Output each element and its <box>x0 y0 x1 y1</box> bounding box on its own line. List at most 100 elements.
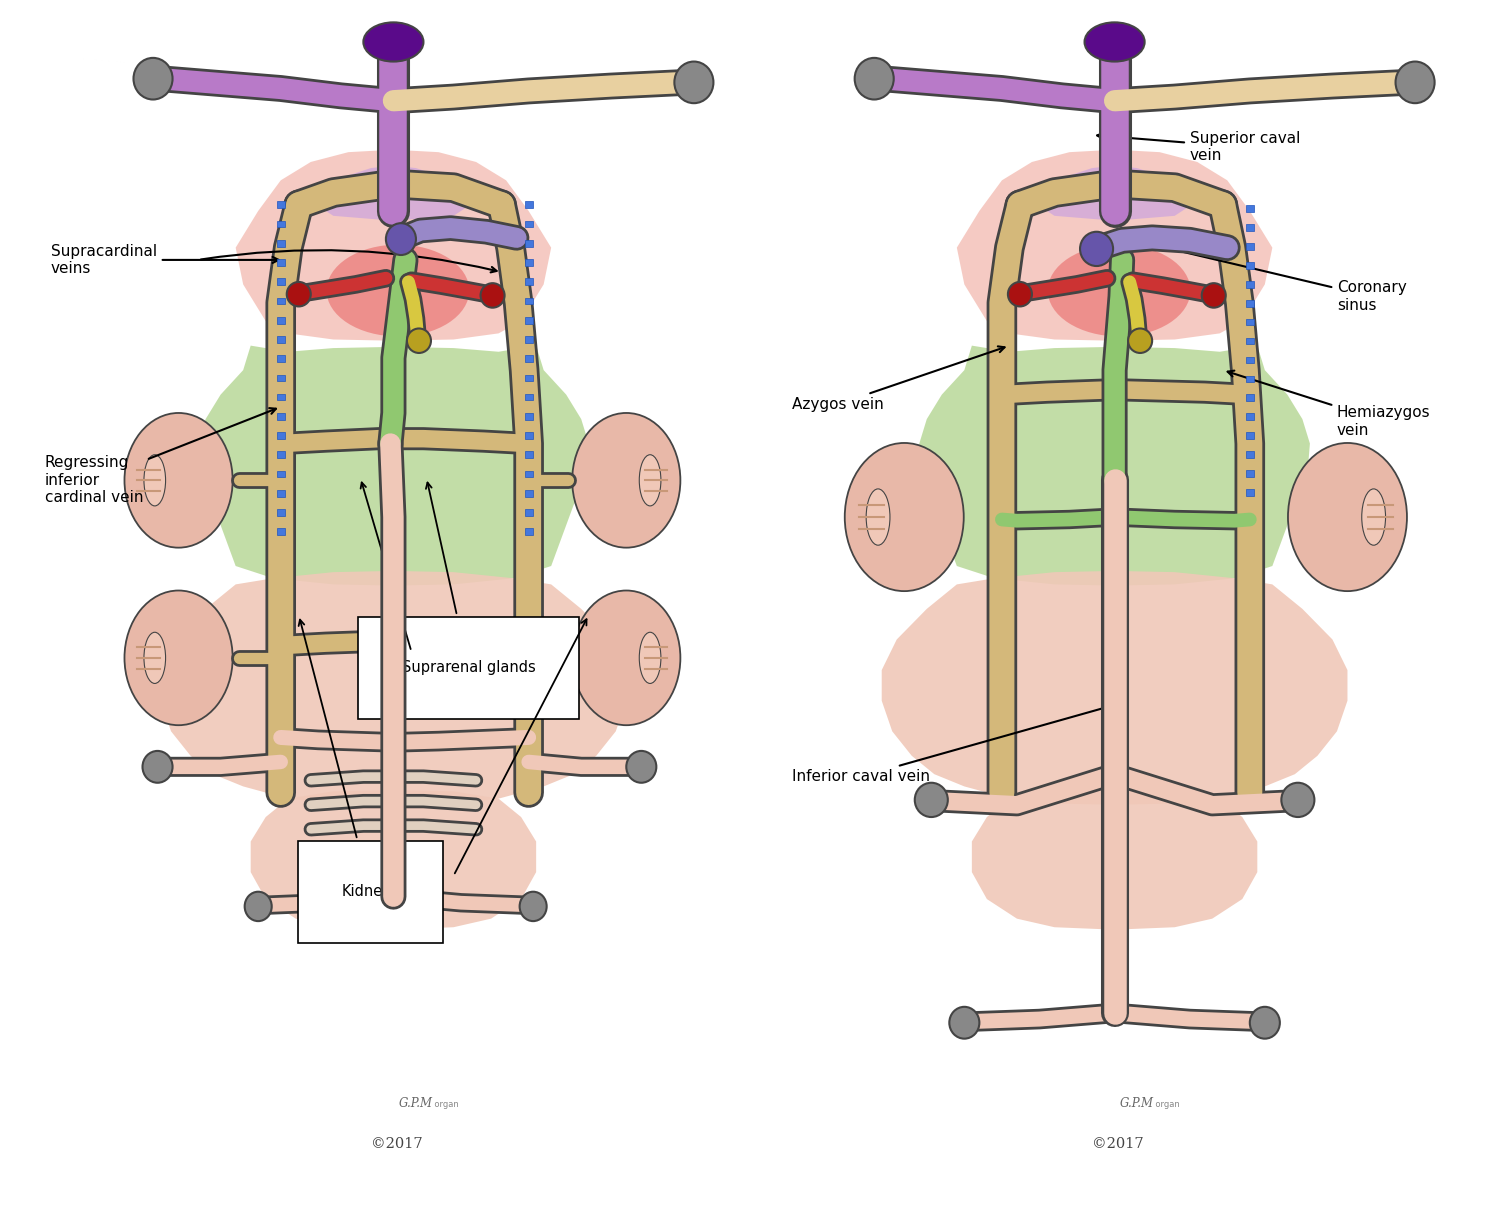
Ellipse shape <box>572 413 680 547</box>
Text: Supracardinal
veins: Supracardinal veins <box>51 244 279 276</box>
Polygon shape <box>235 150 550 341</box>
Ellipse shape <box>639 455 661 506</box>
Ellipse shape <box>407 328 431 353</box>
Polygon shape <box>882 571 1348 804</box>
Ellipse shape <box>626 750 656 782</box>
FancyBboxPatch shape <box>1246 262 1255 268</box>
FancyBboxPatch shape <box>1246 280 1255 288</box>
Ellipse shape <box>572 590 680 726</box>
FancyBboxPatch shape <box>1246 338 1255 344</box>
Text: organ: organ <box>416 1100 458 1109</box>
FancyBboxPatch shape <box>276 220 285 228</box>
Ellipse shape <box>143 455 166 506</box>
FancyBboxPatch shape <box>276 240 285 247</box>
FancyBboxPatch shape <box>1246 357 1255 363</box>
Ellipse shape <box>143 632 166 684</box>
Polygon shape <box>971 790 1258 930</box>
Ellipse shape <box>866 488 890 545</box>
FancyBboxPatch shape <box>525 490 532 497</box>
Text: G.P.M: G.P.M <box>1120 1097 1154 1111</box>
FancyBboxPatch shape <box>525 451 532 459</box>
Ellipse shape <box>674 62 713 103</box>
Ellipse shape <box>134 58 172 100</box>
FancyBboxPatch shape <box>1246 413 1255 421</box>
FancyBboxPatch shape <box>525 355 532 362</box>
FancyBboxPatch shape <box>276 509 285 515</box>
Ellipse shape <box>327 245 469 337</box>
FancyBboxPatch shape <box>525 278 532 285</box>
FancyBboxPatch shape <box>525 298 532 304</box>
Text: Superior caval
vein: Superior caval vein <box>1098 132 1300 164</box>
FancyBboxPatch shape <box>525 220 532 228</box>
Ellipse shape <box>244 892 271 921</box>
FancyBboxPatch shape <box>276 394 285 401</box>
Ellipse shape <box>1202 283 1226 308</box>
Ellipse shape <box>1048 245 1190 337</box>
Ellipse shape <box>1288 443 1407 592</box>
Ellipse shape <box>855 58 894 100</box>
FancyBboxPatch shape <box>1246 224 1255 231</box>
FancyBboxPatch shape <box>525 260 532 266</box>
FancyBboxPatch shape <box>276 202 285 208</box>
Ellipse shape <box>287 282 311 306</box>
FancyBboxPatch shape <box>276 317 285 323</box>
Text: Hemiazygos
vein: Hemiazygos vein <box>1228 370 1431 438</box>
Ellipse shape <box>1250 1007 1280 1038</box>
FancyBboxPatch shape <box>276 471 285 477</box>
Polygon shape <box>1031 166 1197 220</box>
Ellipse shape <box>363 22 424 62</box>
Ellipse shape <box>125 413 232 547</box>
Polygon shape <box>311 166 477 220</box>
Ellipse shape <box>1282 782 1315 817</box>
FancyBboxPatch shape <box>1246 470 1255 477</box>
FancyBboxPatch shape <box>1246 490 1255 496</box>
FancyBboxPatch shape <box>276 432 285 439</box>
Text: organ: organ <box>1137 1100 1179 1109</box>
FancyBboxPatch shape <box>1246 395 1255 401</box>
Ellipse shape <box>844 443 964 592</box>
Ellipse shape <box>950 1007 979 1038</box>
FancyBboxPatch shape <box>276 451 285 459</box>
Polygon shape <box>198 346 588 585</box>
Ellipse shape <box>1128 328 1152 353</box>
FancyBboxPatch shape <box>525 509 532 515</box>
FancyBboxPatch shape <box>1246 375 1255 383</box>
FancyBboxPatch shape <box>525 336 532 343</box>
FancyBboxPatch shape <box>276 355 285 362</box>
FancyBboxPatch shape <box>525 529 532 535</box>
Text: Coronary
sinus: Coronary sinus <box>1149 242 1407 312</box>
Ellipse shape <box>1084 22 1145 62</box>
FancyBboxPatch shape <box>276 490 285 497</box>
FancyBboxPatch shape <box>276 413 285 419</box>
FancyBboxPatch shape <box>1246 300 1255 306</box>
FancyBboxPatch shape <box>1246 433 1255 439</box>
Ellipse shape <box>915 782 949 817</box>
Text: ©2017: ©2017 <box>371 1137 422 1150</box>
Text: ©2017: ©2017 <box>1092 1137 1143 1150</box>
FancyBboxPatch shape <box>525 432 532 439</box>
FancyBboxPatch shape <box>1246 205 1255 212</box>
Ellipse shape <box>1362 488 1386 545</box>
Polygon shape <box>160 571 626 804</box>
FancyBboxPatch shape <box>525 317 532 323</box>
FancyBboxPatch shape <box>525 202 532 208</box>
Ellipse shape <box>125 590 232 726</box>
FancyBboxPatch shape <box>276 260 285 266</box>
FancyBboxPatch shape <box>525 240 532 247</box>
FancyBboxPatch shape <box>525 374 532 381</box>
FancyBboxPatch shape <box>276 374 285 381</box>
Ellipse shape <box>481 283 505 308</box>
Text: Kidneys: Kidneys <box>299 620 400 899</box>
FancyBboxPatch shape <box>525 413 532 419</box>
Polygon shape <box>250 790 537 930</box>
Text: Suprarenal glands: Suprarenal glands <box>401 482 535 675</box>
Ellipse shape <box>639 632 661 684</box>
FancyBboxPatch shape <box>1246 244 1255 250</box>
Ellipse shape <box>142 750 172 782</box>
Ellipse shape <box>1007 282 1031 306</box>
FancyBboxPatch shape <box>276 278 285 285</box>
Ellipse shape <box>520 892 547 921</box>
FancyBboxPatch shape <box>276 336 285 343</box>
Ellipse shape <box>1395 62 1434 103</box>
FancyBboxPatch shape <box>525 394 532 401</box>
